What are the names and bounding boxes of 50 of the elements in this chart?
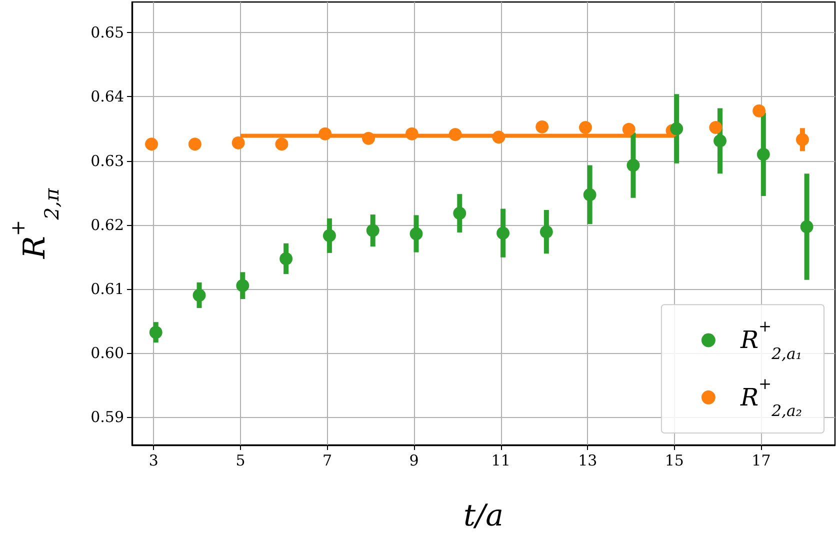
y-axis-title: R+2,π xyxy=(6,187,64,260)
point xyxy=(622,122,636,136)
point xyxy=(280,252,293,266)
y-tick-label: 0.63 xyxy=(90,152,124,170)
point xyxy=(405,127,418,140)
point xyxy=(275,138,288,151)
point xyxy=(670,122,684,136)
point xyxy=(366,224,380,238)
x-tick-label: 9 xyxy=(409,452,419,470)
legend-label: R+2,a₁ xyxy=(739,318,802,363)
y-tick-label: 0.60 xyxy=(90,344,124,362)
point xyxy=(752,104,766,118)
point xyxy=(800,220,814,234)
point xyxy=(756,148,770,161)
point xyxy=(236,279,250,292)
y-tick-label: 0.65 xyxy=(90,24,124,42)
point xyxy=(540,225,553,238)
point xyxy=(362,132,376,145)
point xyxy=(714,134,727,148)
y-tick-label: 0.64 xyxy=(90,88,124,106)
point xyxy=(145,138,158,151)
x-tick-label: 11 xyxy=(491,452,510,470)
point xyxy=(448,128,462,142)
y-tick-label: 0.61 xyxy=(90,280,124,298)
point xyxy=(410,227,423,240)
legend-label: R+2,a₂ xyxy=(739,374,802,420)
point xyxy=(188,138,202,151)
point xyxy=(232,136,245,150)
x-tick-label: 15 xyxy=(664,452,684,470)
y-tick-label: 0.62 xyxy=(90,216,124,234)
point xyxy=(709,120,722,134)
point xyxy=(149,326,162,339)
x-tick-label: 17 xyxy=(752,452,771,470)
point xyxy=(453,206,466,220)
y-tick-label: 0.59 xyxy=(90,408,124,426)
point xyxy=(318,127,332,140)
point xyxy=(322,229,336,242)
point xyxy=(496,226,510,240)
point xyxy=(626,158,640,172)
x-tick-label: 7 xyxy=(322,452,332,470)
point xyxy=(796,133,809,146)
point xyxy=(578,120,592,134)
x-tick-label: 13 xyxy=(578,452,598,470)
x-tick-label: 3 xyxy=(148,452,158,470)
point xyxy=(192,288,206,302)
point xyxy=(583,188,596,202)
x-tick-label: 5 xyxy=(236,452,246,470)
x-axis-title: t/a xyxy=(463,498,504,534)
point xyxy=(536,120,549,134)
point xyxy=(492,130,506,144)
